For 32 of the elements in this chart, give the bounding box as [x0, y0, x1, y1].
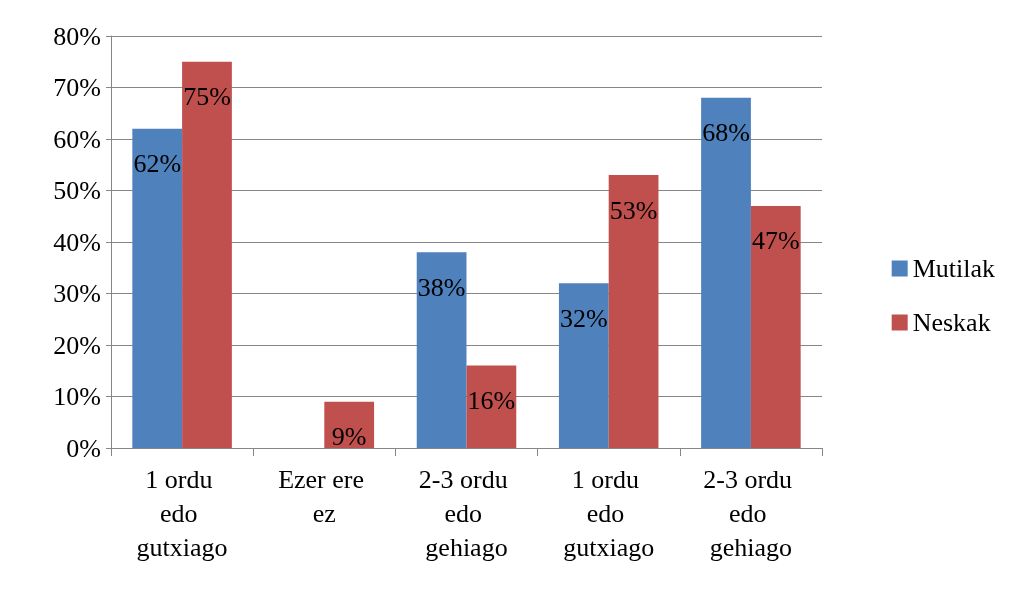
y-tick-label: 10% [53, 382, 101, 411]
data-label: 47% [751, 226, 800, 256]
data-label: 38% [417, 272, 466, 302]
data-label: 68% [702, 118, 750, 148]
data-label: 9% [331, 422, 367, 452]
data-label: 62% [133, 149, 182, 179]
x-tick-label: 1 ordu edo gutxiago [563, 464, 655, 562]
x-tick-label: Ezer ere ez [278, 464, 371, 528]
x-tick-label: 2-3 ordu edo gehiago [703, 464, 799, 562]
legend-label: Neskak [912, 308, 991, 337]
y-tick-label: 40% [53, 227, 101, 257]
bar [701, 97, 751, 448]
legend-label: Mutilak [912, 254, 996, 283]
data-label: 16% [467, 386, 516, 416]
y-tick-label: 70% [53, 73, 101, 102]
bar [416, 252, 467, 448]
bar [750, 205, 801, 448]
y-tick-label: 20% [53, 330, 101, 360]
data-label: 53% [609, 195, 658, 225]
y-tick-label: 60% [53, 124, 101, 154]
y-tick-label: 80% [53, 21, 101, 51]
data-label: 75% [183, 82, 231, 112]
bar [558, 283, 609, 448]
x-tick-label: 1 ordu edo gutxiago [136, 464, 228, 562]
data-label: 32% [559, 303, 608, 333]
x-tick-label: 2-3 ordu edo gehiago [418, 464, 515, 562]
y-tick-label: 0% [66, 433, 101, 463]
bar [132, 128, 183, 448]
y-tick-label: 30% [53, 279, 101, 308]
y-tick-label: 50% [53, 176, 101, 205]
bar [182, 61, 232, 448]
bar [608, 175, 659, 448]
